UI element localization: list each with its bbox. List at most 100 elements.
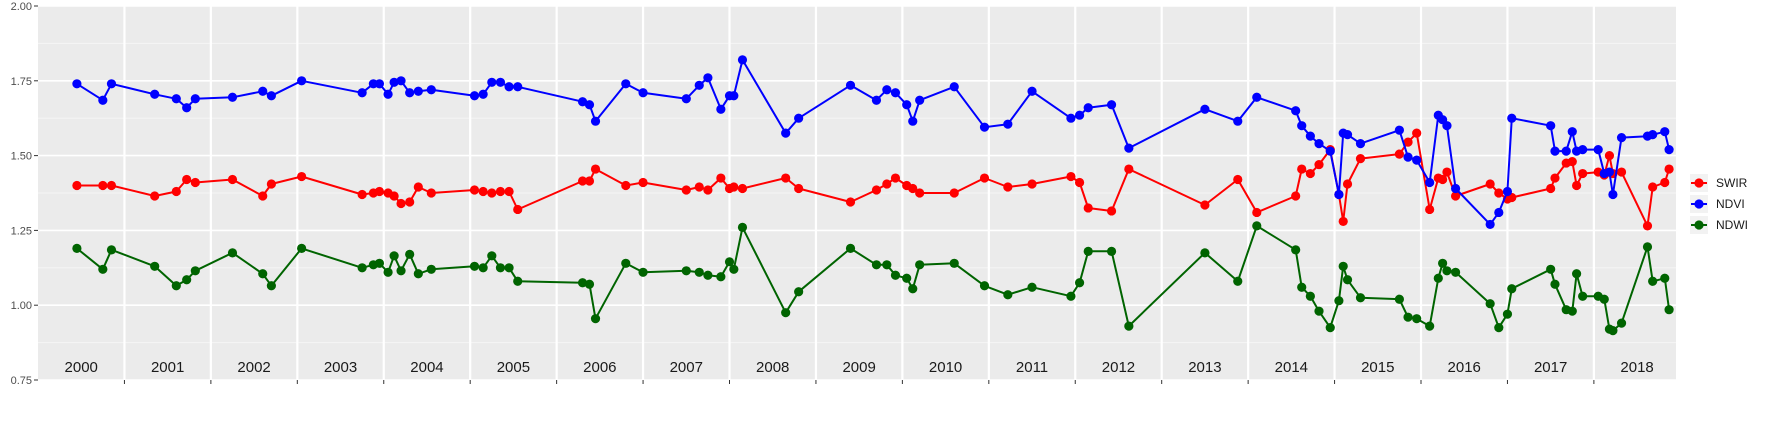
- data-point-ndwi: [1124, 321, 1134, 331]
- year-label: 2008: [756, 359, 789, 376]
- data-point-swir: [1338, 216, 1348, 227]
- data-point-swir: [1604, 151, 1615, 161]
- data-point-ndwi: [1433, 273, 1443, 283]
- data-point-swir: [1106, 206, 1117, 216]
- data-point-ndwi: [1291, 245, 1301, 255]
- data-point-ndvi: [182, 103, 192, 113]
- data-point-ndvi: [1325, 146, 1335, 156]
- data-point-ndwi: [1485, 299, 1495, 309]
- data-point-ndwi: [1648, 276, 1658, 286]
- data-point-ndvi: [949, 82, 959, 92]
- data-point-ndvi: [413, 86, 423, 96]
- data-point-swir: [890, 173, 901, 183]
- data-point-swir: [469, 185, 480, 195]
- data-point-ndvi: [1578, 145, 1588, 155]
- data-point-ndwi: [389, 251, 399, 261]
- data-point-ndwi: [171, 281, 181, 291]
- data-point-ndvi: [495, 77, 506, 87]
- data-point-swir: [949, 188, 959, 198]
- data-point-ndvi: [1546, 121, 1556, 131]
- data-point-ndvi: [703, 73, 713, 83]
- data-point-swir: [584, 176, 595, 186]
- data-point-ndwi: [703, 270, 713, 280]
- data-point-ndwi: [1334, 296, 1344, 306]
- data-point-swir: [405, 197, 415, 207]
- data-point-ndvi: [1334, 189, 1344, 200]
- year-label: 2018: [1620, 359, 1653, 376]
- year-label: 2000: [65, 359, 98, 376]
- data-point-ndvi: [1394, 125, 1404, 135]
- data-point-ndvi: [297, 76, 307, 86]
- data-point-ndvi: [1561, 146, 1571, 156]
- data-point-ndvi: [1403, 152, 1413, 162]
- data-point-ndwi: [504, 263, 514, 273]
- data-point-ndvi: [1066, 113, 1076, 123]
- data-point-ndvi: [729, 91, 739, 101]
- data-point-ndvi: [716, 104, 726, 114]
- data-point-swir: [621, 180, 631, 191]
- data-point-swir: [1027, 179, 1037, 189]
- legend-item-ndvi: NDVI: [1690, 195, 1745, 213]
- data-point-ndwi: [478, 263, 488, 273]
- data-point-ndvi: [504, 82, 514, 92]
- data-point-swir: [182, 174, 192, 185]
- data-point-ndvi: [1660, 127, 1670, 137]
- data-point-ndwi: [949, 258, 959, 268]
- data-point-ndwi: [495, 263, 506, 273]
- data-point-ndwi: [413, 269, 423, 279]
- data-point-ndvi: [1297, 121, 1307, 131]
- x-axis: [123, 380, 1595, 384]
- data-point-ndvi: [882, 85, 892, 95]
- data-point-ndvi: [478, 89, 488, 99]
- series-ndvi: [72, 55, 1674, 230]
- data-point-ndwi: [915, 260, 925, 270]
- data-point-ndvi: [1074, 110, 1085, 120]
- data-point-swir: [638, 177, 648, 188]
- data-point-ndwi: [1297, 282, 1307, 292]
- year-label: 2003: [324, 359, 357, 376]
- data-point-ndvi: [469, 91, 480, 101]
- data-point-ndwi: [1314, 306, 1324, 316]
- year-label: 2010: [929, 359, 962, 376]
- data-point-ndwi: [1403, 312, 1413, 322]
- grid-minor: [38, 42, 1676, 344]
- data-point-ndvi: [1502, 186, 1513, 197]
- data-point-swir: [1550, 173, 1560, 183]
- data-point-ndwi: [1442, 266, 1452, 276]
- data-point-ndwi: [1664, 305, 1674, 315]
- year-label: 2013: [1188, 359, 1221, 376]
- data-point-swir: [1355, 153, 1366, 164]
- data-point-ndvi: [979, 122, 990, 132]
- y-tick-label: 1.75: [11, 76, 32, 88]
- y-tick-label: 1.25: [11, 225, 32, 237]
- data-point-swir: [979, 173, 990, 183]
- data-point-swir: [794, 183, 804, 194]
- data-point-ndwi: [405, 249, 415, 259]
- legend-key-point: [1694, 199, 1704, 209]
- data-point-ndwi: [1507, 284, 1517, 294]
- data-point-ndwi: [638, 267, 648, 277]
- data-point-swir: [908, 183, 918, 194]
- data-point-ndwi: [1066, 291, 1076, 301]
- data-point-ndwi: [1571, 269, 1582, 279]
- data-point-swir: [1648, 182, 1658, 192]
- data-point-ndvi: [150, 89, 160, 99]
- data-point-ndvi: [1608, 189, 1618, 200]
- data-point-ndwi: [1003, 290, 1013, 300]
- year-label: 2007: [670, 359, 703, 376]
- data-point-ndwi: [729, 264, 739, 274]
- data-point-ndvi: [584, 100, 595, 110]
- data-point-swir: [1066, 171, 1076, 182]
- data-point-swir: [1425, 204, 1435, 215]
- data-point-swir: [1567, 156, 1577, 167]
- data-point-ndvi: [1027, 86, 1037, 96]
- data-point-ndwi: [1074, 278, 1085, 288]
- data-point-ndvi: [106, 79, 117, 89]
- data-point-ndwi: [1338, 261, 1348, 271]
- data-point-ndwi: [1027, 282, 1037, 292]
- data-point-ndvi: [487, 77, 497, 87]
- data-point-ndvi: [98, 95, 108, 105]
- data-point-ndwi: [98, 264, 108, 274]
- year-label: 2001: [151, 359, 184, 376]
- data-point-swir: [72, 180, 82, 191]
